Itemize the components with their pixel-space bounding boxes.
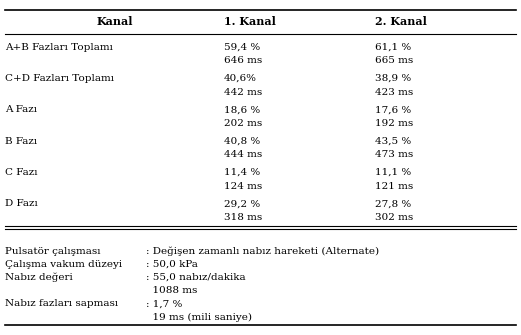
Text: 442 ms: 442 ms <box>224 88 262 97</box>
Text: 11,4 %: 11,4 % <box>224 168 260 177</box>
Text: D Fazı: D Fazı <box>5 199 38 208</box>
Text: 1088 ms: 1088 ms <box>146 286 197 295</box>
Text: Nabız değeri: Nabız değeri <box>5 273 73 282</box>
Text: Pulsatör çalışması: Pulsatör çalışması <box>5 247 101 256</box>
Text: : 50,0 kPa: : 50,0 kPa <box>146 260 198 269</box>
Text: 302 ms: 302 ms <box>375 213 413 222</box>
Text: 2. Kanal: 2. Kanal <box>375 16 427 27</box>
Text: 124 ms: 124 ms <box>224 182 262 191</box>
Text: B Fazı: B Fazı <box>5 137 38 146</box>
Text: 59,4 %: 59,4 % <box>224 43 260 52</box>
Text: 423 ms: 423 ms <box>375 88 413 97</box>
Text: 61,1 %: 61,1 % <box>375 43 412 52</box>
Text: 40,6%: 40,6% <box>224 74 257 83</box>
Text: A Fazı: A Fazı <box>5 106 37 114</box>
Text: C Fazı: C Fazı <box>5 168 38 177</box>
Text: 27,8 %: 27,8 % <box>375 199 412 208</box>
Text: Nabız fazları sapması: Nabız fazları sapması <box>5 299 118 309</box>
Text: 38,9 %: 38,9 % <box>375 74 412 83</box>
Text: 18,6 %: 18,6 % <box>224 106 260 114</box>
Text: Kanal: Kanal <box>96 16 133 27</box>
Text: : Değişen zamanlı nabız hareketi (Alternate): : Değişen zamanlı nabız hareketi (Altern… <box>146 247 379 256</box>
Text: 192 ms: 192 ms <box>375 119 413 128</box>
Text: 318 ms: 318 ms <box>224 213 262 222</box>
Text: 121 ms: 121 ms <box>375 182 413 191</box>
Text: Çalışma vakum düzeyi: Çalışma vakum düzeyi <box>5 260 122 269</box>
Text: 11,1 %: 11,1 % <box>375 168 412 177</box>
Text: 665 ms: 665 ms <box>375 56 413 65</box>
Text: 29,2 %: 29,2 % <box>224 199 260 208</box>
Text: 40,8 %: 40,8 % <box>224 137 260 146</box>
Text: A+B Fazları Toplamı: A+B Fazları Toplamı <box>5 43 113 52</box>
Text: 646 ms: 646 ms <box>224 56 262 65</box>
Text: 43,5 %: 43,5 % <box>375 137 412 146</box>
Text: 17,6 %: 17,6 % <box>375 106 412 114</box>
Text: : 55,0 nabız/dakika: : 55,0 nabız/dakika <box>146 273 245 282</box>
Text: 1. Kanal: 1. Kanal <box>224 16 276 27</box>
Text: C+D Fazları Toplamı: C+D Fazları Toplamı <box>5 74 114 83</box>
Text: 444 ms: 444 ms <box>224 150 262 159</box>
Text: 19 ms (mili saniye): 19 ms (mili saniye) <box>146 313 252 322</box>
Text: 202 ms: 202 ms <box>224 119 262 128</box>
Text: 473 ms: 473 ms <box>375 150 413 159</box>
Text: : 1,7 %: : 1,7 % <box>146 299 182 309</box>
